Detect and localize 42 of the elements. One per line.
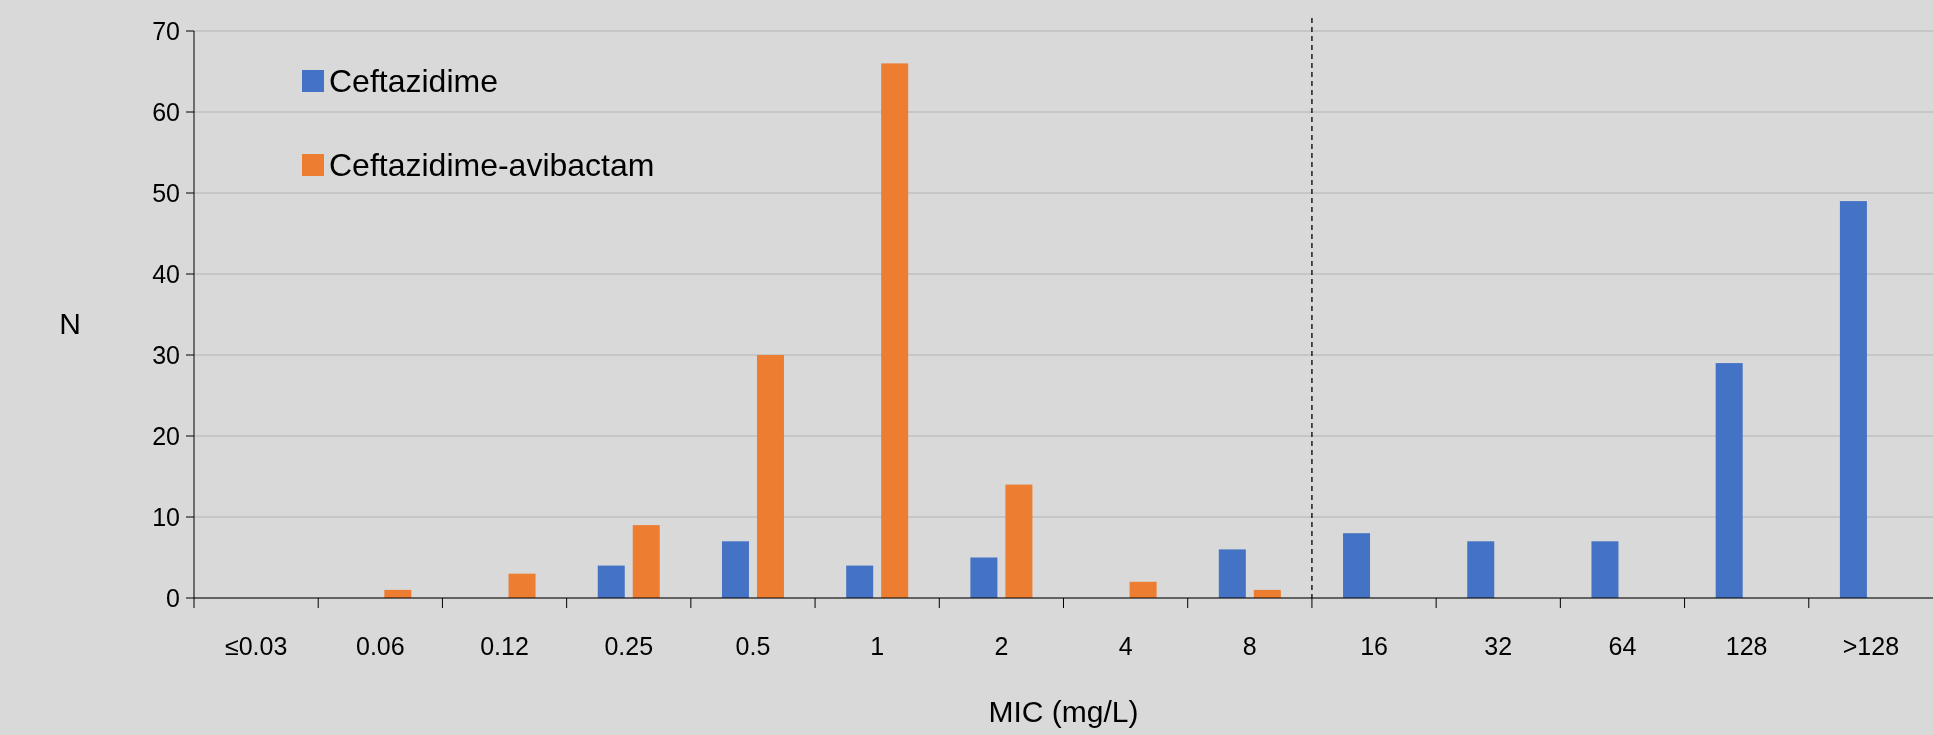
y-tick-label: 70 (152, 16, 180, 45)
x-tick-label: 4 (1118, 632, 1133, 660)
bar (1467, 541, 1495, 598)
x-tick-label: 0.5 (735, 632, 771, 660)
x-tick-label: >128 (1842, 632, 1900, 660)
legend-label: Ceftazidime (329, 63, 498, 100)
x-tick-label: 0.12 (480, 632, 529, 660)
x-tick-label: 16 (1360, 632, 1388, 660)
bar (756, 355, 784, 598)
bar (1839, 201, 1867, 598)
bar (846, 565, 874, 598)
x-axis-title: MIC (mg/L) (988, 695, 1139, 728)
x-tick-label: 1 (870, 632, 885, 660)
y-tick-label: 40 (152, 259, 180, 288)
bar (632, 525, 660, 598)
y-tick-label: 30 (152, 340, 180, 369)
y-tick-label: 0 (166, 583, 180, 612)
x-tick-label: 64 (1608, 632, 1637, 660)
bar (1218, 549, 1246, 598)
x-tick-label: 0.25 (604, 632, 654, 660)
x-tick-label: 0.06 (355, 632, 405, 660)
bar (508, 573, 536, 598)
bar (721, 541, 749, 598)
x-tick-label: 2 (994, 632, 1009, 660)
x-tick-label: 32 (1484, 632, 1513, 660)
x-tick-label: ≤0.03 (224, 632, 288, 660)
bar (597, 565, 625, 598)
bar (1343, 533, 1371, 598)
bar (1715, 363, 1743, 598)
y-axis-title: N (59, 306, 81, 340)
bar (881, 63, 909, 598)
y-tick-label: 20 (152, 421, 180, 450)
bar (1005, 484, 1033, 598)
bar (1129, 581, 1157, 598)
legend-label: Ceftazidime-avibactam (329, 147, 655, 184)
x-tick-label: 8 (1242, 632, 1257, 660)
x-tick-label: 128 (1725, 632, 1768, 660)
y-tick-label: 50 (152, 178, 180, 207)
bar (970, 557, 998, 598)
bar (1591, 541, 1619, 598)
y-tick-label: 60 (152, 97, 180, 126)
y-tick-label: 10 (152, 502, 180, 531)
